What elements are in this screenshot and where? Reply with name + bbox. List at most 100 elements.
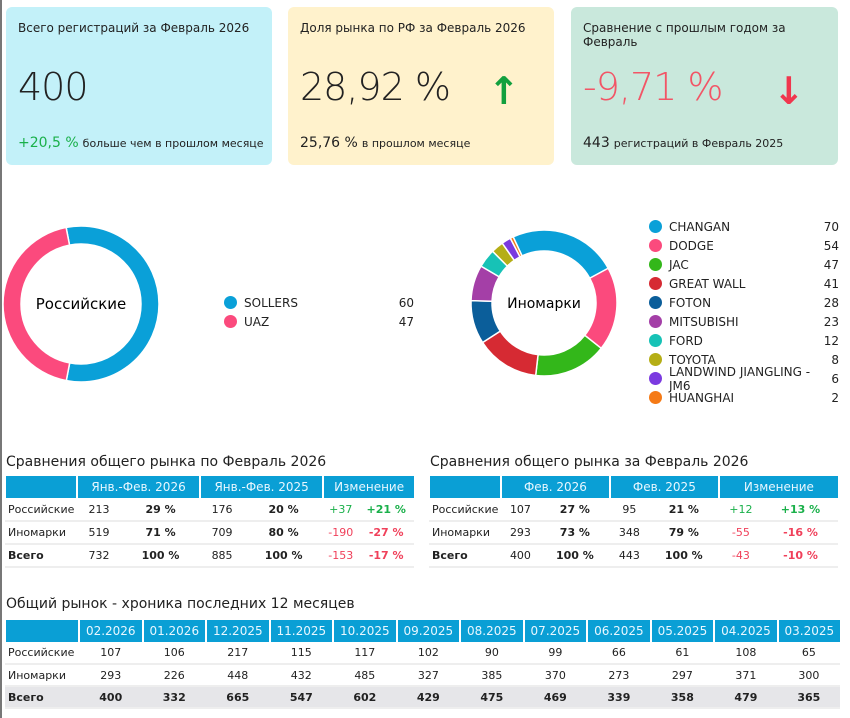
table-cell: 293 — [501, 521, 540, 545]
legend-label: HUANGHAI — [669, 390, 735, 405]
table-cell: 107 — [79, 642, 143, 665]
legend-dot-icon — [649, 277, 662, 290]
legend-dot-icon — [649, 239, 662, 252]
legend-item[interactable]: FORD 12 — [649, 331, 839, 350]
legend-label: CHANGAN — [669, 219, 731, 234]
legend-value: 70 — [823, 219, 839, 234]
table-cell: 300 — [777, 664, 840, 687]
slice-dodge[interactable] — [583, 267, 618, 350]
legend-foreign: CHANGAN 70 DODGE 54 JAC 47 GREAT WALL 41 FOTON 28… — [649, 217, 839, 407]
table-cell: 400 — [79, 686, 143, 709]
column-header: Изменение — [322, 476, 414, 498]
table-cell: 176 — [200, 498, 245, 522]
legend-value: 41 — [823, 276, 839, 291]
slice-huanghai[interactable] — [509, 235, 524, 258]
legend-label: GREAT WALL — [669, 276, 746, 291]
table-cell: -16 % — [762, 521, 838, 545]
legend-dot-icon — [649, 296, 662, 309]
table-cell: 429 — [396, 686, 461, 709]
legend-item[interactable]: DODGE 54 — [649, 236, 839, 255]
card-total-registrations: Всего регистраций за Февраль 2026 400 +2… — [6, 7, 272, 165]
column-header: 08.2025 — [459, 620, 524, 642]
table-timeline: 02.2026 01.2026 12.2025 11.2025 10.2025 09.20… — [4, 620, 840, 709]
legend-item[interactable]: SOLLERS 60 — [224, 293, 414, 312]
donut-center-label: Российские — [36, 295, 127, 313]
table-cell: 213 — [77, 498, 121, 522]
table-cell: 385 — [460, 664, 524, 687]
column-header: Янв.-Фев. 2025 — [199, 476, 324, 498]
table-market-feb: Фев. 2026 Фев. 2025 Изменение Российские 107… — [428, 476, 838, 568]
legend-dot-icon — [649, 372, 662, 385]
donut-center-label: Иномарки — [507, 296, 581, 312]
table-cell: -55 — [718, 521, 763, 545]
table-cell: 73 % — [539, 521, 610, 545]
slice-changan[interactable] — [512, 229, 610, 280]
legend-item[interactable]: CHANGAN 70 — [649, 217, 839, 236]
table-row: Иномарки 519 71 % 709 80 % -190 -27 % — [5, 521, 414, 545]
table-cell: 99 — [523, 642, 588, 665]
table-cell: 665 — [206, 686, 270, 709]
table-cell: +21 % — [358, 498, 414, 522]
card-sub: +20,5 % больше чем в прошлом месяце — [18, 135, 264, 151]
legend-dot-icon — [649, 258, 662, 271]
legend-item[interactable]: TOYOTA 8 — [649, 350, 839, 369]
card-value: 28,92 % — [300, 65, 451, 109]
table-cell: 100 % — [539, 544, 610, 568]
table-cell: 370 — [523, 664, 588, 687]
legend-item[interactable]: GREAT WALL 41 — [649, 274, 839, 293]
table-cell: 885 — [200, 544, 245, 568]
table-header: Янв.-Фев. 2026 Янв.-Фев. 2025 Изменение — [4, 476, 414, 498]
table-cell: 602 — [333, 686, 397, 709]
legend-label: MITSUBISHI — [669, 314, 739, 329]
legend-item[interactable]: JAC 47 — [649, 255, 839, 274]
card-sub: 25,76 % в прошлом месяце — [300, 135, 470, 151]
legend-label: TOYOTA — [669, 352, 716, 367]
legend-value: 28 — [823, 295, 839, 310]
legend-item[interactable]: UAZ 47 — [224, 312, 414, 331]
legend-item[interactable]: FOTON 28 — [649, 293, 839, 312]
card-sub-value: 25,76 % — [300, 135, 358, 151]
table-cell: +12 — [718, 498, 763, 522]
card-value: -9,71 % — [583, 65, 724, 109]
table-cell: 443 — [609, 544, 649, 568]
legend-item[interactable]: LANDWIND JIANGLING - JM6 6 — [649, 365, 839, 393]
arrow-up-icon: ↑ — [488, 69, 520, 113]
table-cell: 226 — [142, 664, 207, 687]
table-cell: 732 — [77, 544, 121, 568]
slice-jac[interactable] — [534, 334, 603, 377]
table-cell: 365 — [777, 686, 840, 709]
table-cell: -27 % — [358, 521, 414, 545]
table-cell: -153 — [323, 544, 359, 568]
table-row: Всего 400 332 665 547 602 429 475 469 339 358 479 36… — [5, 686, 840, 709]
donut-foreign: Иномарки — [470, 229, 618, 377]
column-header — [428, 476, 501, 498]
table-row: Российские 107 27 % 95 21 % +12 +13 % — [429, 498, 838, 522]
card-sub: 443 регистраций в Февраль 2025 — [583, 135, 783, 151]
table-cell: 106 — [142, 642, 207, 665]
donut-russian: Российские — [2, 225, 160, 383]
legend-value: 54 — [823, 238, 839, 253]
slice-uaz[interactable] — [2, 226, 71, 382]
legend-dot-icon — [224, 315, 237, 328]
table-cell: 332 — [142, 686, 207, 709]
column-header: 02.2026 — [78, 620, 143, 642]
table-cell: 709 — [200, 521, 245, 545]
table-cell: +37 — [323, 498, 359, 522]
table-header: Фев. 2026 Фев. 2025 Изменение — [428, 476, 838, 498]
table-cell: 469 — [523, 686, 588, 709]
table-cell: 100 % — [648, 544, 719, 568]
timeline-title: Общий рынок - хроника последних 12 месяц… — [6, 596, 355, 612]
legend-item[interactable]: MITSUBISHI 23 — [649, 312, 839, 331]
slice-sollers[interactable] — [65, 225, 160, 383]
column-header: 10.2025 — [332, 620, 397, 642]
legend-value: 6 — [831, 371, 839, 386]
legend-item[interactable]: HUANGHAI 2 — [649, 388, 839, 407]
column-header: 01.2026 — [141, 620, 207, 642]
table-cell: 293 — [79, 664, 143, 687]
column-header — [4, 620, 79, 642]
legend-value: 47 — [823, 257, 839, 272]
row-label: Всего — [5, 686, 79, 709]
table-cell: 400 — [501, 544, 540, 568]
table-cell: 27 % — [539, 498, 610, 522]
column-header: Фев. 2026 — [500, 476, 610, 498]
